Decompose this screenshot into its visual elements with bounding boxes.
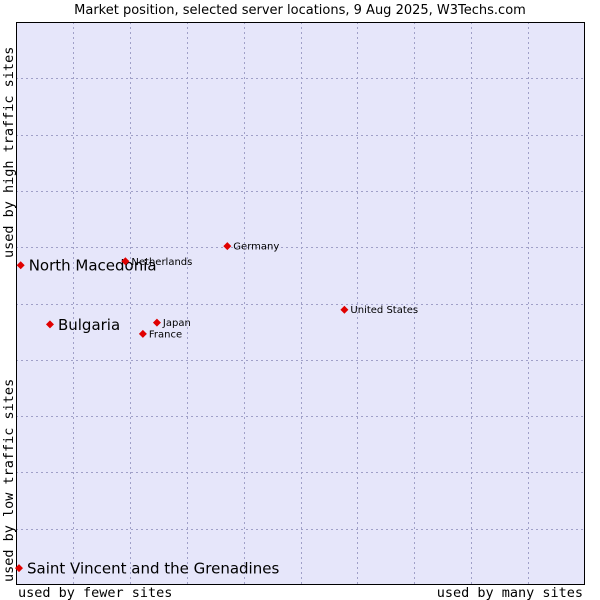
point-marker-north-macedonia xyxy=(16,261,25,270)
point-marker-netherlands xyxy=(121,257,130,266)
point-netherlands: Netherlands xyxy=(121,257,192,268)
point-united-states: United States xyxy=(340,305,418,316)
point-marker-japan xyxy=(152,318,161,327)
point-marker-bulgaria xyxy=(45,320,54,329)
point-label-saint-vincent-and-the-grenadines: Saint Vincent and the Grenadines xyxy=(27,560,279,578)
plot-area xyxy=(16,22,585,585)
plot-border xyxy=(16,22,585,585)
grid xyxy=(16,22,585,585)
point-label-united-states: United States xyxy=(350,305,418,316)
y-axis-label-bottom: used by low traffic sites xyxy=(1,379,17,582)
point-france: France xyxy=(138,329,182,340)
point-marker-saint-vincent-and-the-grenadines xyxy=(15,564,23,573)
point-label-netherlands: Netherlands xyxy=(131,257,192,268)
point-label-germany: Germany xyxy=(233,242,279,253)
point-label-japan: Japan xyxy=(162,318,191,329)
y-axis-label-top: used by high traffic sites xyxy=(1,47,17,258)
point-bulgaria: Bulgaria xyxy=(45,316,120,334)
point-germany: Germany xyxy=(223,242,279,253)
point-marker-united-states xyxy=(340,305,349,314)
chart-title: Market position, selected server locatio… xyxy=(74,3,526,18)
point-label-bulgaria: Bulgaria xyxy=(58,316,120,334)
point-marker-germany xyxy=(223,242,232,251)
x-axis-label-right: used by many sites xyxy=(437,585,583,600)
point-marker-france xyxy=(138,329,147,338)
point-japan: Japan xyxy=(152,318,191,329)
point-saint-vincent-and-the-grenadines: Saint Vincent and the Grenadines xyxy=(15,560,279,578)
x-axis-label-left: used by fewer sites xyxy=(18,585,172,600)
point-label-france: France xyxy=(149,329,182,340)
